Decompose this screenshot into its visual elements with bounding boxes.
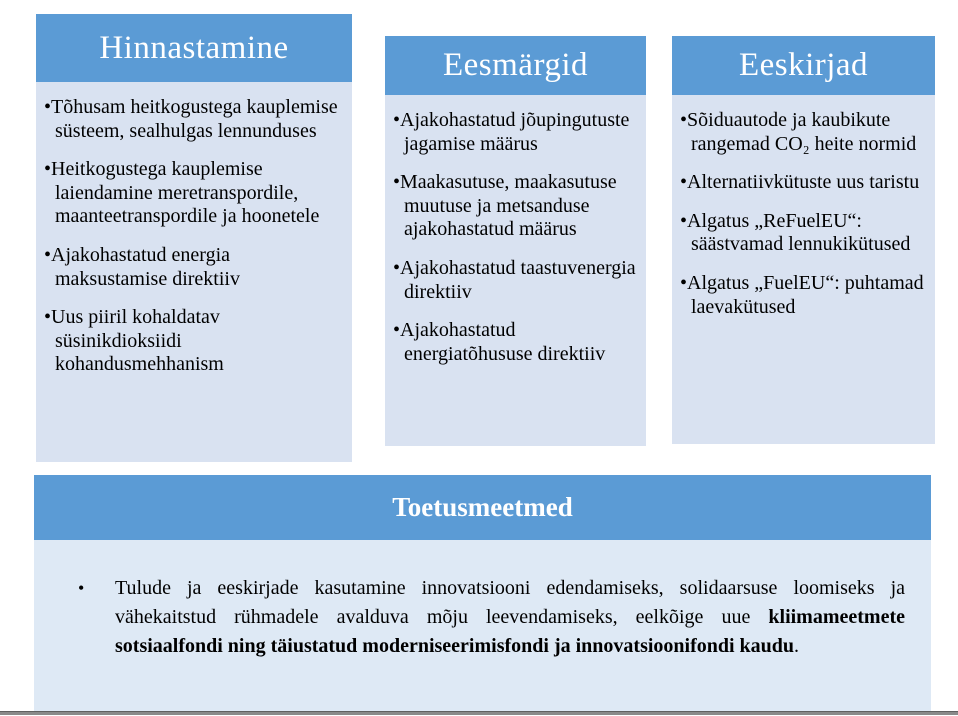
bullet-marker: •: [44, 96, 52, 118]
bullet-marker: •: [393, 319, 401, 342]
list-item: •Ajakohastatud energia maksustamise dire…: [44, 244, 346, 291]
card-eeskirjad-body: •Sõiduautode ja kaubikute rangemad CO₂ h…: [672, 95, 935, 444]
item-text: Maakasutuse, maakasutuse muutuse ja mets…: [400, 171, 617, 241]
card-hinnastamine-body: •Tõhusam heitkogustega kauplemise süstee…: [36, 82, 352, 462]
card-toetusmeetmed: Toetusmeetmed • Tulude ja eeskirjade kas…: [34, 475, 931, 711]
item-text: Ajakohastatud energiatõhususe direktiiv: [400, 319, 606, 365]
support-bullet-row: • Tulude ja eeskirjade kasutamine innova…: [34, 540, 931, 661]
list-item: •Algatus „FuelEU“: puhtamad laevakütused: [680, 272, 929, 319]
item-text: Tõhusam heitkogustega kauplemise süsteem…: [51, 96, 338, 142]
item-text: Alternatiivkütuste uus taristu: [687, 171, 920, 194]
bullet-marker: •: [44, 306, 52, 329]
list-item: •Ajakohastatud jõupingutuste jagamise mä…: [393, 109, 640, 156]
list-item: •Uus piiril kohaldatav süsinikdioksiidi …: [44, 306, 346, 377]
card-hinnastamine: Hinnastamine •Tõhusam heitkogustega kaup…: [36, 14, 352, 462]
list-item: •Sõiduautode ja kaubikute rangemad CO₂ h…: [680, 109, 929, 156]
bullet-marker: •: [393, 171, 401, 194]
bullet-marker: •: [680, 171, 688, 194]
bullet-marker: •: [44, 158, 52, 181]
item-text: Algatus „ReFuelEU“: säästvamad lennukikü…: [687, 209, 911, 256]
list-item: •Ajakohastatud energiatõhususe direktiiv: [393, 319, 640, 366]
list-item: •Ajakohastatud taastuvenergia direktiiv: [393, 257, 640, 304]
item-text: Ajakohastatud energia maksustamise direk…: [51, 243, 240, 290]
support-text-bold: kliimameetmete sotsiaalfondi ning täiust…: [115, 606, 905, 657]
list-item: •Alternatiivkütuste uus taristu: [680, 171, 929, 195]
card-eesmargid-header: Eesmärgid: [385, 36, 646, 95]
item-text: Ajakohastatud jõupingutuste jagamise mää…: [400, 109, 630, 155]
bullet-marker: •: [680, 271, 688, 294]
bullet-list: •Sõiduautode ja kaubikute rangemad CO₂ h…: [680, 109, 929, 319]
item-text: Ajakohastatud taastuvenergia direktiiv: [400, 256, 636, 303]
support-text-regular: Tulude ja eeskirjade kasutamine innovats…: [115, 577, 905, 628]
item-text: Uus piiril kohaldatav süsinikdioksiidi k…: [51, 306, 224, 376]
card-eeskirjad-header: Eeskirjad: [672, 36, 935, 95]
card-title: Eesmärgid: [442, 47, 589, 83]
card-toetusmeetmed-header: Toetusmeetmed: [34, 475, 931, 540]
bullet-marker: •: [680, 109, 688, 131]
card-title: Eeskirjad: [738, 47, 869, 83]
item-text: Sõiduautode ja kaubikute rangemad CO₂ he…: [687, 109, 917, 155]
bullet-list: •Ajakohastatud jõupingutuste jagamise mä…: [393, 109, 640, 366]
card-eesmargid: Eesmärgid •Ajakohastatud jõupingutuste j…: [385, 36, 646, 446]
list-item: •Heitkogustega kauplemise laiendamine me…: [44, 158, 346, 229]
list-item: •Algatus „ReFuelEU“: säästvamad lennukik…: [680, 210, 929, 257]
bullet-list: •Tõhusam heitkogustega kauplemise süstee…: [44, 96, 346, 377]
bullet-marker: •: [393, 256, 401, 279]
bullet-marker: •: [44, 243, 52, 266]
support-text-end: .: [794, 635, 800, 657]
card-eesmargid-body: •Ajakohastatud jõupingutuste jagamise mä…: [385, 95, 646, 446]
bullet-marker: •: [78, 578, 85, 598]
card-title: Hinnastamine: [99, 29, 289, 66]
support-text: Tulude ja eeskirjade kasutamine innovats…: [115, 574, 905, 661]
card-title: Toetusmeetmed: [392, 492, 573, 522]
slide-bottom-edge: [0, 711, 958, 715]
bullet-marker: •: [680, 209, 688, 232]
item-text: Algatus „FuelEU“: puhtamad laevakütused: [687, 271, 924, 318]
card-toetusmeetmed-body: • Tulude ja eeskirjade kasutamine innova…: [34, 540, 931, 711]
card-hinnastamine-header: Hinnastamine: [36, 14, 352, 82]
list-item: •Maakasutuse, maakasutuse muutuse ja met…: [393, 171, 640, 242]
list-item: •Tõhusam heitkogustega kauplemise süstee…: [44, 96, 346, 143]
bullet-marker: •: [393, 109, 401, 131]
card-eeskirjad: Eeskirjad •Sõiduautode ja kaubikute rang…: [672, 36, 935, 444]
item-text: Heitkogustega kauplemise laiendamine mer…: [51, 158, 320, 228]
